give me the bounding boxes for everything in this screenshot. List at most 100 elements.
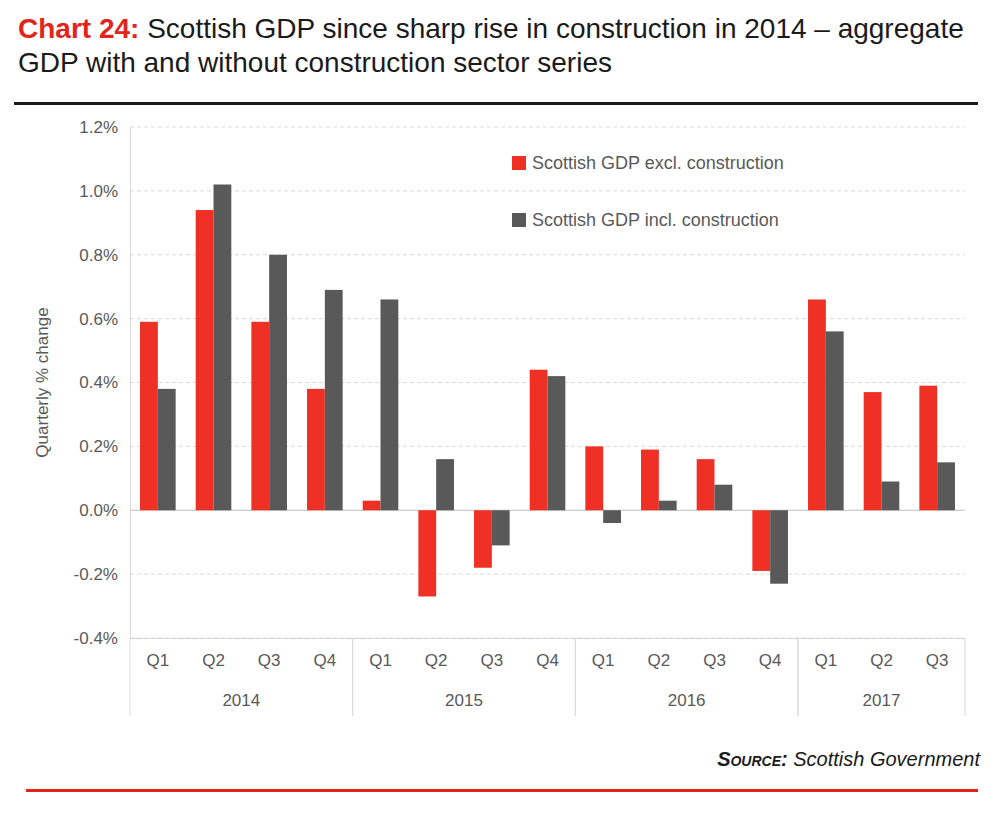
y-tick: -0.2% [74, 565, 130, 584]
bar [919, 386, 937, 511]
x-axis-line [131, 638, 966, 639]
grid [130, 127, 965, 638]
x-group-label: 2014 [222, 691, 260, 710]
bar [937, 462, 955, 510]
x-group-separator [798, 638, 799, 716]
grid-line [130, 190, 965, 191]
bars [140, 184, 955, 596]
x-tick-label: Q4 [759, 651, 782, 670]
x-tick: Q1 [146, 638, 169, 670]
chart: Chart 24: Scottish GDP since sharp rise … [0, 0, 999, 818]
bar [770, 510, 788, 583]
bar [697, 459, 715, 510]
y-axis: -0.4%-0.2%0.0%0.2%0.4%0.6%0.8%1.0%1.2% [74, 118, 131, 648]
x-tick: Q1 [592, 638, 615, 670]
x-group-separator [352, 638, 353, 716]
x-tick-label: Q2 [647, 651, 670, 670]
y-tick-label: 1.2% [79, 118, 118, 137]
bar [251, 322, 269, 510]
x-group-label: 2017 [863, 691, 901, 710]
bar [659, 501, 677, 511]
bar [325, 290, 343, 510]
grid-line [130, 638, 965, 639]
title-line: Scottish GDP since sharp rise in constru… [147, 13, 964, 44]
x-tick-label: Q1 [592, 651, 615, 670]
x-tick-label: Q2 [202, 651, 225, 670]
bar [492, 510, 510, 545]
x-tick-label: Q3 [258, 651, 281, 670]
bar [196, 210, 214, 510]
grid-line [130, 574, 965, 575]
bar [381, 299, 399, 510]
x-group-label: 2015 [445, 691, 483, 710]
legend-label: Scottish GDP incl. construction [532, 210, 779, 230]
x-tick: Q1 [369, 638, 392, 670]
y-tick-label: -0.4% [74, 629, 118, 648]
bar [474, 510, 492, 567]
y-tick: 0.4% [79, 373, 130, 392]
y-tick-label: 1.0% [79, 182, 118, 201]
x-groups: 2014 2015 2016 2017 [130, 638, 965, 716]
bar [715, 485, 733, 511]
bar [882, 482, 900, 511]
x-tick: Q4 [313, 638, 336, 670]
y-tick-label: -0.2% [74, 565, 118, 584]
x-tick: Q2 [202, 638, 225, 670]
bar [808, 299, 826, 510]
x-tick-label: Q1 [369, 651, 392, 670]
source-label: Source: [717, 748, 788, 770]
x-tick: Q4 [536, 638, 559, 670]
bar [641, 450, 659, 511]
x-tick-label: Q4 [313, 651, 336, 670]
legend-swatch [512, 213, 526, 227]
x-group-label: 2016 [668, 691, 706, 710]
x-tick-label: Q4 [536, 651, 559, 670]
bar [307, 389, 325, 510]
x-tick-label: Q1 [146, 651, 169, 670]
x-tick: Q4 [759, 638, 782, 670]
y-tick: 0.8% [79, 246, 130, 265]
x-tick: Q2 [647, 638, 670, 670]
title-prefix: Chart 24: [18, 13, 147, 44]
x-tick-label: Q3 [480, 651, 503, 670]
legend: Scottish GDP excl. construction Scottish … [512, 153, 784, 230]
series [158, 184, 955, 583]
bar [864, 392, 882, 510]
x-tick: Q2 [870, 638, 893, 670]
y-axis-line [130, 128, 131, 639]
y-tick: -0.4% [74, 629, 130, 648]
x-tick: Q2 [425, 638, 448, 670]
bar [826, 331, 844, 510]
bar [585, 446, 603, 510]
x-tick: Q3 [703, 638, 726, 670]
y-tick-label: 0.0% [79, 501, 118, 520]
x-group-separator [352, 638, 353, 716]
x-tick-label: Q1 [814, 651, 837, 670]
bar [548, 376, 566, 510]
x-axis: Q1 Q2 Q3 Q4 Q1 Q2 Q3 Q4 Q1 Q2 Q3 Q4 Q1 Q2 Q3 [131, 638, 966, 670]
bar [752, 510, 770, 571]
title: Chart 24: Scottish GDP since sharp rise … [18, 13, 964, 78]
bar [363, 501, 381, 511]
bar [140, 322, 158, 510]
y-tick: 0.2% [79, 437, 130, 456]
y-tick-label: 0.4% [79, 373, 118, 392]
bar [158, 389, 176, 510]
x-tick: Q3 [926, 638, 949, 670]
title-rule [14, 102, 978, 105]
grid-line [130, 318, 965, 319]
x-tick-label: Q3 [703, 651, 726, 670]
legend-label: Scottish GDP excl. construction [532, 153, 784, 173]
x-group-separator [965, 638, 966, 716]
y-tick-label: 0.2% [79, 437, 118, 456]
x-tick-label: Q2 [425, 651, 448, 670]
source: Source: Scottish Government [717, 748, 981, 770]
grid-line [130, 127, 965, 128]
grid-line [130, 254, 965, 255]
title-line: GDP with and without construction sector… [18, 47, 612, 78]
x-group-separator [130, 638, 131, 716]
x-tick: Q3 [480, 638, 503, 670]
x-tick-label: Q3 [926, 651, 949, 670]
y-tick: 1.2% [79, 118, 130, 137]
footer-rule [26, 789, 978, 792]
